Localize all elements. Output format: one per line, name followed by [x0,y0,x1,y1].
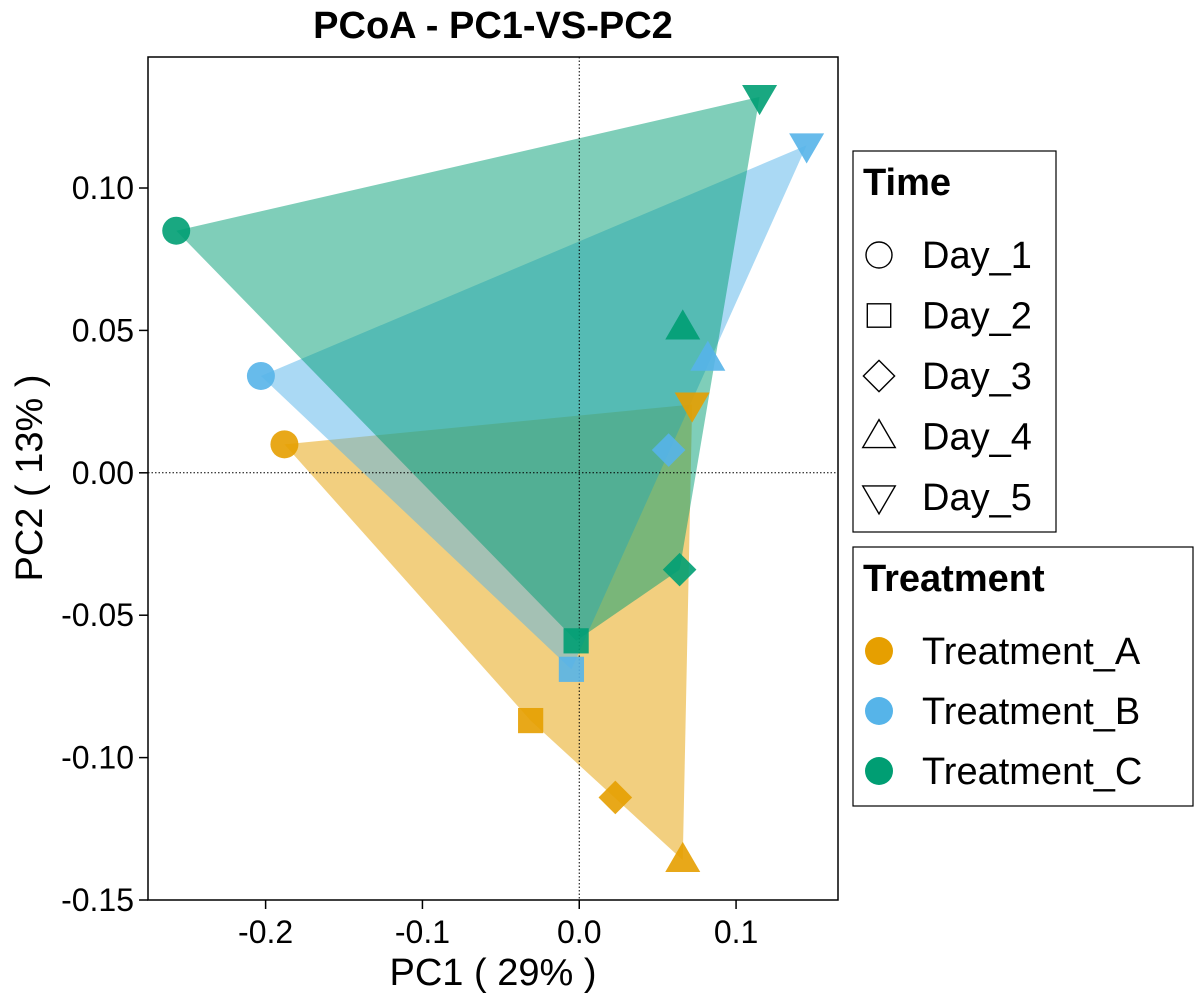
legend-circle-icon [865,637,893,665]
legend-treatment: Treatment Treatment_A Treatment_B Treatmen… [852,546,1194,807]
legend-treatment-label: Treatment_C [922,751,1142,793]
y-axis-label: PC2 ( 13% ) [9,375,51,582]
point-treatment-a-day-3 [598,780,633,815]
hull-layer [176,96,807,861]
legend-treatment-box [852,546,1194,807]
legend-time-label: Day_3 [922,356,1032,398]
y-tick-label: -0.05 [61,597,134,633]
point-treatment-a-day-5 [674,392,710,423]
point-treatment-b-day-4 [690,340,726,371]
x-tick-label: -0.2 [238,914,293,950]
legend-diamond-icon [862,359,896,393]
legend-circle-icon [865,697,893,725]
legend-treatment-label: Treatment_B [922,691,1140,733]
chart-title: PCoA - PC1-VS-PC2 [313,5,673,47]
legend-triangle-down-icon [861,485,897,516]
legend-treatment-title: Treatment [863,558,1045,600]
x-axis-label: PC1 ( 29% ) [390,952,597,994]
point-treatment-a-day-4 [665,841,701,873]
point-treatment-c-day-2 [563,628,589,654]
legend-time-box [852,150,1057,533]
legend-triangle-up-icon [861,418,897,449]
point-treatment-b-day-5 [789,133,825,164]
point-treatment-a-day-2 [518,707,544,734]
legend-time: Time Day_1 Day_2 Day_3 Day_4 Day_5 [852,150,1057,533]
legend-time-title: Time [863,162,951,204]
x-tick-label: -0.1 [395,914,450,950]
point-treatment-b-day-1 [246,361,275,390]
y-tick-label: 0.00 [72,455,134,491]
legend-circle-icon [865,241,893,269]
y-tick-label: 0.10 [72,170,134,206]
reference-lines [148,57,838,900]
plot-panel [147,56,839,901]
x-tick-label: 0.1 [714,914,758,950]
y-tick-label: -0.10 [61,740,134,776]
legend-time-label: Day_5 [922,477,1032,519]
x-axis: -0.2 -0.1 0.0 0.1 [238,900,758,950]
point-treatment-c-day-4 [665,309,701,340]
legend-circle-icon [865,757,893,785]
y-axis: 0.10 0.05 0.00 -0.05 -0.10 -0.15 [61,170,148,918]
point-treatment-b-day-2 [558,656,585,682]
legend-square-icon [866,303,892,328]
legend-treatment-label: Treatment_A [922,631,1141,673]
legend-time-label: Day_2 [922,296,1032,338]
point-treatment-c-day-1 [162,216,191,245]
y-tick-label: -0.15 [61,882,134,918]
hull-treatment-c [176,96,760,641]
point-layer [162,84,825,873]
legend-time-label: Day_4 [922,417,1032,459]
x-tick-label: 0.0 [557,914,601,950]
legend-time-label: Day_1 [922,235,1032,277]
point-treatment-c-day-3 [662,552,697,587]
y-tick-label: 0.05 [72,312,134,348]
point-treatment-b-day-3 [651,433,686,467]
point-treatment-c-day-5 [742,84,778,116]
point-treatment-a-day-1 [270,430,299,459]
